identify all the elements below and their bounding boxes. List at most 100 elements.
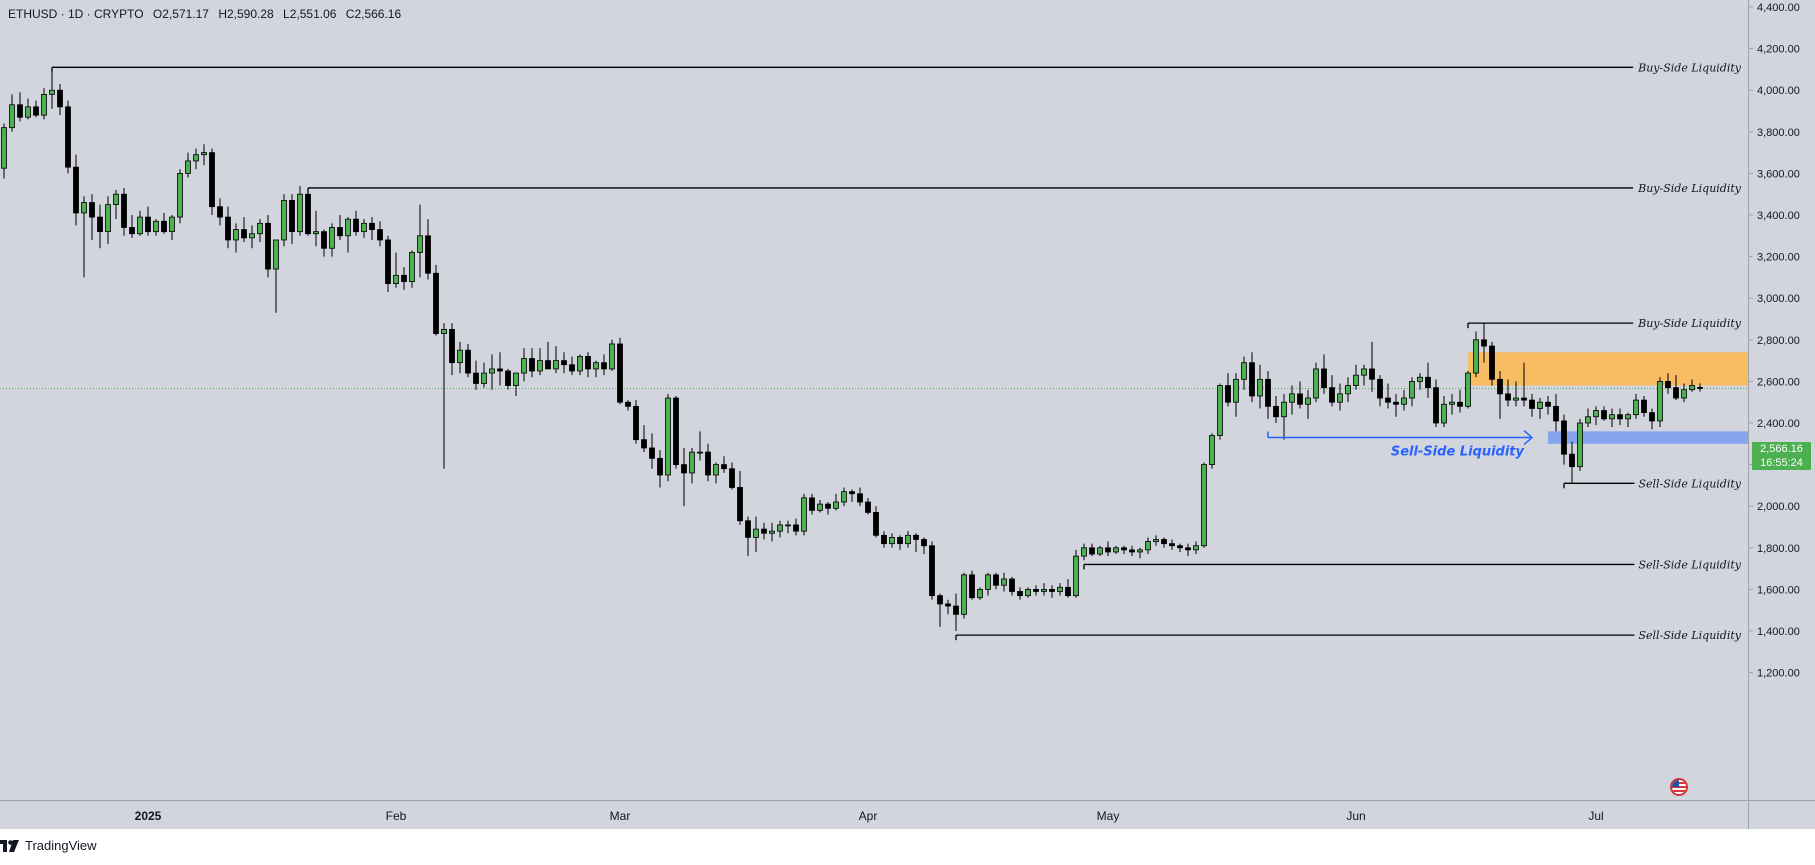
candle-body xyxy=(585,356,591,370)
candle-body xyxy=(1137,549,1143,553)
candle-body xyxy=(1057,586,1063,592)
candle-body xyxy=(409,252,415,282)
candle-body xyxy=(521,358,527,374)
candle-body xyxy=(1273,405,1279,418)
candle-body xyxy=(113,193,119,205)
candle-body xyxy=(25,106,31,118)
candle-body xyxy=(345,218,351,237)
candle-body xyxy=(289,200,295,233)
candle-body xyxy=(601,362,607,370)
candle-body xyxy=(1417,376,1423,382)
tradingview-brand[interactable]: TradingView xyxy=(0,838,97,853)
candle-body xyxy=(1649,412,1655,422)
candle-body xyxy=(121,193,127,228)
candle-body xyxy=(857,493,863,503)
candle-body xyxy=(1409,380,1415,399)
candle-body xyxy=(433,272,439,334)
candle-body xyxy=(1385,397,1391,403)
candle-body xyxy=(1177,545,1183,549)
candle-body xyxy=(1033,589,1039,592)
tradingview-logo-icon xyxy=(0,839,19,852)
candle-body xyxy=(993,574,999,586)
candlestick-chart[interactable]: Buy-Side Liquidity Buy-Side Liquidity Buy-… xyxy=(0,0,1748,800)
candle-body xyxy=(1441,403,1447,424)
candle-body xyxy=(1505,393,1511,401)
candle-body xyxy=(1081,547,1087,557)
price-axis-label: 2,000.00 xyxy=(1757,501,1800,513)
candle-body xyxy=(1601,410,1607,420)
candle-body xyxy=(545,360,551,370)
current-price-label: 2,566.16 xyxy=(1752,442,1811,456)
candle-body xyxy=(41,93,47,116)
candle-body xyxy=(705,451,711,476)
candle-body xyxy=(465,349,471,374)
candle-body xyxy=(753,528,759,538)
candle-body xyxy=(1393,401,1399,405)
liquidity-label-bg xyxy=(1633,180,1746,196)
candle-body xyxy=(97,216,103,233)
candle-body xyxy=(449,328,455,364)
candle-body xyxy=(681,464,687,474)
time-axis-label: 2025 xyxy=(135,809,162,823)
candle-body xyxy=(1473,339,1479,374)
liquidity-label-bg xyxy=(1634,476,1746,492)
candle-body xyxy=(673,397,679,466)
footer xyxy=(0,829,1815,865)
candle-body xyxy=(201,152,207,156)
sell-side-arrow-head xyxy=(1523,429,1534,446)
liquidity-label: Sell-Side Liquidity xyxy=(1638,477,1741,490)
candle-body xyxy=(1241,362,1247,380)
candle-body xyxy=(9,104,15,129)
candle-body xyxy=(1457,401,1463,407)
liquidity-label: Sell-Side Liquidity xyxy=(1638,629,1741,642)
open-value: O2,571.17 xyxy=(152,7,209,21)
candle-body xyxy=(1209,435,1215,466)
candle-body xyxy=(425,235,431,274)
candle-body xyxy=(185,160,191,174)
candle-body xyxy=(713,464,719,476)
candle-body xyxy=(841,491,847,503)
price-axis-label: 4,200.00 xyxy=(1757,44,1800,56)
price-axis[interactable]: 4,400.00 4,200.00 4,000.00 3,800.00 3,600.00… xyxy=(1748,0,1815,800)
candle-body xyxy=(737,487,743,522)
candle-body xyxy=(1313,368,1319,399)
chart-pane[interactable]: Buy-Side Liquidity Buy-Side Liquidity Buy-… xyxy=(0,0,1748,800)
candle-body xyxy=(209,152,215,208)
liquidity-label: Sell-Side Liquidity xyxy=(1638,558,1741,571)
price-axis-label: 4,400.00 xyxy=(1757,2,1800,14)
time-axis-label: Mar xyxy=(610,809,631,823)
candle-body xyxy=(761,528,767,534)
ohlc-legend: ETHUSD · 1D · CRYPTO O2,571.17 H2,590.28… xyxy=(8,7,407,21)
candle-body xyxy=(105,204,111,233)
candle-body xyxy=(1377,378,1383,399)
liquidity-label: Buy-Side Liquidity xyxy=(1637,317,1742,330)
candle-body xyxy=(1017,591,1023,597)
candle-body xyxy=(257,222,263,235)
candle-body xyxy=(497,368,503,372)
liquidity-label: Buy-Side Liquidity xyxy=(1637,61,1742,74)
axis-corner xyxy=(1748,800,1815,830)
candle-body xyxy=(1577,422,1583,468)
candle-body xyxy=(561,360,567,366)
bar-countdown-label: 16:55:24 xyxy=(1752,456,1811,470)
candle-body xyxy=(609,343,615,370)
candle-body xyxy=(529,358,535,372)
candle-body xyxy=(441,328,447,334)
candle-body xyxy=(809,497,815,511)
time-axis[interactable]: 2025 Feb Mar Apr May Jun Jul xyxy=(0,800,1748,830)
us-flag-icon[interactable] xyxy=(1670,778,1688,796)
candle-body xyxy=(481,372,487,384)
candle-body xyxy=(977,589,983,599)
symbol-label[interactable]: ETHUSD · 1D · CRYPTO xyxy=(8,7,144,21)
price-axis-label: 2,800.00 xyxy=(1757,335,1800,347)
candle-body xyxy=(1641,399,1647,413)
candle-body xyxy=(1297,393,1303,405)
candle-body xyxy=(385,239,391,285)
price-axis-label: 4,000.00 xyxy=(1757,85,1800,97)
candle-body xyxy=(849,491,855,495)
candle-body xyxy=(57,89,63,108)
candle-body xyxy=(577,356,583,372)
candle-body xyxy=(169,216,175,233)
supply-zone xyxy=(1468,352,1748,386)
price-axis-label: 1,200.00 xyxy=(1757,668,1800,680)
